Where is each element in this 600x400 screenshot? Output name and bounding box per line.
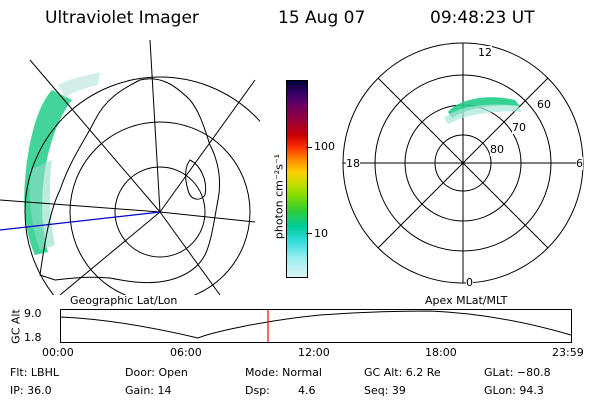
altitude-xtick: 23:59 — [552, 346, 584, 359]
filter-info: Flt: LBHL — [10, 366, 59, 379]
altitude-plot — [60, 309, 572, 343]
altitude-ytick: 1.8 — [24, 331, 42, 344]
mlt-label-left: 18 — [346, 157, 360, 170]
door-info: Door: Open — [125, 366, 188, 379]
lat-label: 80 — [490, 143, 504, 156]
altitude-xtick: 18:00 — [425, 346, 457, 359]
ip-info: IP: 36.0 — [10, 384, 52, 397]
terminator-line — [0, 211, 161, 231]
altitude-ylabel: GC Alt — [9, 309, 23, 344]
colorbar-tick-100 — [306, 147, 312, 148]
lat-label: 60 — [537, 98, 551, 111]
colorbar-tick-10 — [306, 233, 312, 234]
altitude-curve — [60, 310, 572, 339]
altitude-xtick: 00:00 — [42, 346, 74, 359]
geo-panel-label: Geographic Lat/Lon — [70, 294, 178, 307]
colorbar-tick-label: 10 — [314, 227, 328, 240]
gain-info: Gain: 14 — [125, 384, 172, 397]
app-title: Ultraviolet Imager — [45, 8, 199, 28]
lat-label: 70 — [512, 121, 526, 134]
glat-info: GLat: −80.8 — [484, 366, 551, 379]
altitude-xtick: 12:00 — [298, 346, 330, 359]
mlt-label-right: 6 — [576, 157, 583, 170]
coastline — [39, 78, 221, 284]
polar-panel-label: Apex MLat/MLT — [425, 294, 508, 307]
seq-info: Seq: 39 — [364, 384, 406, 397]
colorbar — [286, 80, 308, 278]
altitude-ytick: 9.0 — [24, 307, 42, 320]
time-label: 09:48:23 UT — [430, 8, 535, 28]
geographic-map — [0, 40, 260, 295]
aurora-arc — [448, 97, 520, 118]
polar-plot — [342, 42, 584, 284]
mode-info: Mode: Normal — [245, 366, 322, 379]
dsp-value: 4.6 — [298, 384, 316, 397]
mlt-label-bottom: 0 — [466, 276, 473, 289]
altitude-xtick: 06:00 — [170, 346, 202, 359]
colorbar-label: photon cm⁻²s⁻¹ — [272, 153, 286, 240]
mlt-label-top: 12 — [478, 46, 492, 59]
glon-info: GLon: 94.3 — [484, 384, 544, 397]
colorbar-tick-label: 100 — [314, 140, 335, 153]
date-label: 15 Aug 07 — [278, 8, 366, 28]
dsp-label: Dsp: — [245, 384, 270, 397]
gc-alt-info: GC Alt: 6.2 Re — [364, 366, 441, 379]
